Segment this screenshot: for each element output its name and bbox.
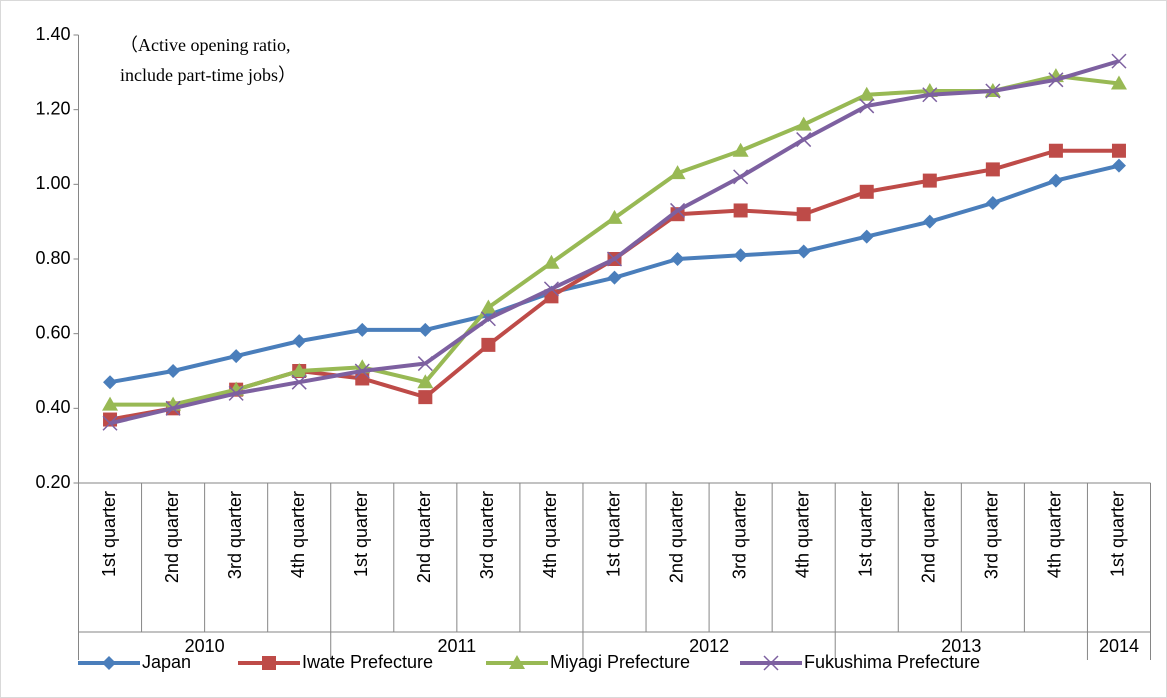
annotation: include part-time jobs） xyxy=(120,65,296,85)
legend-marker xyxy=(763,655,779,671)
marker xyxy=(985,196,1000,210)
legend-item: Japan xyxy=(78,652,191,672)
marker xyxy=(1048,173,1063,188)
marker xyxy=(859,229,874,244)
y-tick-label: 0.60 xyxy=(35,322,70,342)
marker xyxy=(670,202,686,218)
x-tick-label: 4th quarter xyxy=(540,491,560,578)
x-tick-label: 1st quarter xyxy=(603,491,623,577)
legend-label: Miyagi Prefecture xyxy=(550,652,690,672)
marker xyxy=(291,363,308,377)
y-tick-label: 1.00 xyxy=(35,173,70,193)
marker xyxy=(795,116,812,131)
marker xyxy=(985,83,1001,99)
x-tick-label: 1st quarter xyxy=(351,491,371,577)
legend-label: Fukushima Prefecture xyxy=(804,652,980,672)
legend-marker xyxy=(102,656,116,670)
marker xyxy=(165,400,181,416)
marker xyxy=(291,374,307,390)
x-tick-label: 2nd quarter xyxy=(666,491,686,583)
marker xyxy=(1111,143,1126,158)
marker xyxy=(607,270,622,285)
x-tick-label: 1st quarter xyxy=(855,491,875,577)
marker xyxy=(796,244,811,259)
marker xyxy=(103,412,118,427)
marker xyxy=(481,337,496,352)
marker xyxy=(1111,53,1127,69)
marker xyxy=(543,281,559,297)
marker xyxy=(166,364,181,378)
marker xyxy=(922,214,937,229)
marker xyxy=(102,415,118,431)
marker xyxy=(670,252,685,266)
x-tick-label: 3rd quarter xyxy=(477,491,497,579)
year-label: 2013 xyxy=(941,636,981,656)
marker xyxy=(733,169,749,185)
marker xyxy=(1048,72,1064,88)
marker xyxy=(985,162,1000,177)
marker xyxy=(103,375,118,390)
legend-marker xyxy=(509,655,525,669)
marker xyxy=(1048,143,1063,158)
marker xyxy=(480,311,496,327)
x-tick-label: 3rd quarter xyxy=(982,491,1002,579)
legend-item: Fukushima Prefecture xyxy=(740,652,980,672)
marker xyxy=(732,142,749,157)
marker xyxy=(102,396,119,411)
marker xyxy=(543,254,560,269)
year-label: 2011 xyxy=(437,636,476,656)
x-tick-label: 4th quarter xyxy=(288,491,308,578)
marker xyxy=(480,299,497,314)
marker xyxy=(417,374,434,389)
marker xyxy=(669,165,686,180)
marker xyxy=(1111,158,1126,173)
x-tick-label: 3rd quarter xyxy=(729,491,749,579)
marker xyxy=(354,363,370,379)
y-tick-label: 0.20 xyxy=(35,472,70,492)
annotation: （Active opening ratio, xyxy=(120,35,290,55)
marker xyxy=(922,173,937,188)
x-tick-label: 2nd quarter xyxy=(414,491,434,583)
y-tick-label: 0.40 xyxy=(35,397,70,417)
marker xyxy=(859,184,874,199)
marker xyxy=(417,356,433,372)
x-tick-label: 1st quarter xyxy=(99,491,119,577)
legend-item: Miyagi Prefecture xyxy=(486,652,690,672)
x-tick-label: 1st quarter xyxy=(1108,491,1128,577)
marker xyxy=(1110,75,1127,90)
marker xyxy=(606,209,623,224)
marker xyxy=(796,207,811,222)
marker xyxy=(859,98,875,114)
legend-label: Iwate Prefecture xyxy=(302,652,433,672)
marker xyxy=(229,349,244,364)
marker xyxy=(858,86,875,101)
legend-item: Iwate Prefecture xyxy=(238,652,433,672)
y-tick-label: 1.40 xyxy=(35,24,70,44)
legend-label: Japan xyxy=(142,652,191,672)
marker xyxy=(292,334,307,349)
x-tick-label: 2nd quarter xyxy=(162,491,182,583)
y-tick-label: 0.80 xyxy=(35,248,70,268)
marker xyxy=(922,87,938,103)
legend-marker xyxy=(262,656,276,670)
marker xyxy=(733,248,748,263)
marker xyxy=(418,390,433,405)
x-tick-label: 3rd quarter xyxy=(225,491,245,579)
year-label: 2010 xyxy=(185,636,225,656)
x-tick-label: 2nd quarter xyxy=(919,491,939,583)
x-tick-label: 4th quarter xyxy=(1045,491,1065,578)
marker xyxy=(355,322,370,337)
marker xyxy=(418,322,433,337)
marker xyxy=(606,251,623,267)
year-label: 2014 xyxy=(1099,636,1139,656)
year-label: 2012 xyxy=(689,636,729,656)
marker xyxy=(796,132,812,148)
marker xyxy=(228,385,244,401)
x-tick-label: 4th quarter xyxy=(792,491,812,578)
marker xyxy=(733,203,748,218)
y-tick-label: 1.20 xyxy=(35,98,70,118)
